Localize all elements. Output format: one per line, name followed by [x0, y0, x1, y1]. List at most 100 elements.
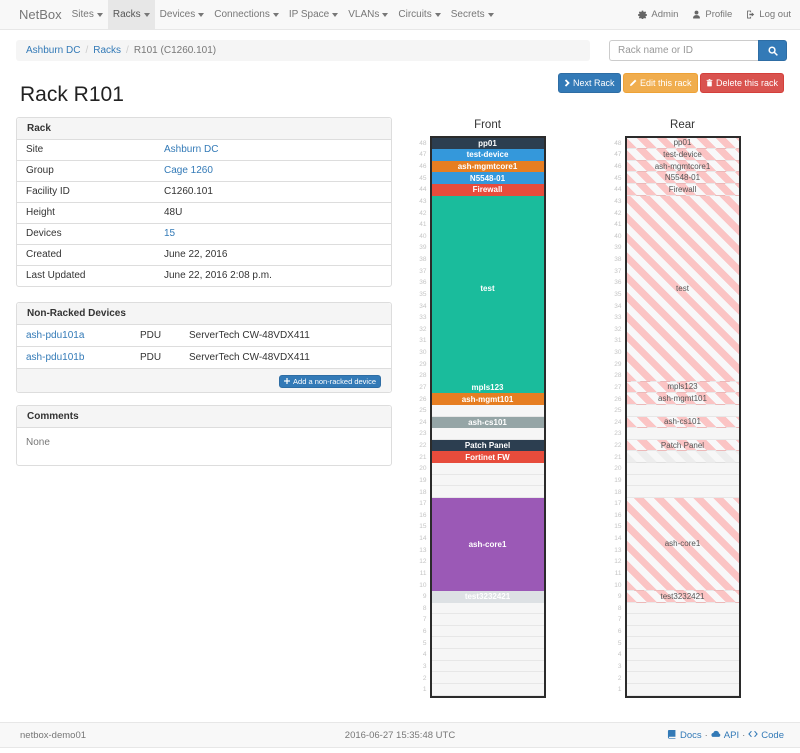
- nav-item-log-out[interactable]: Log out: [739, 0, 798, 29]
- rack-unit-slot: [431, 428, 544, 440]
- attribute-label: Facility ID: [17, 181, 155, 203]
- add-nonracked-device-button[interactable]: Add a non-racked device: [279, 374, 381, 388]
- brand[interactable]: NetBox: [19, 7, 62, 22]
- rack-device-patch-panel[interactable]: Patch Panel: [626, 439, 739, 452]
- rack-device-test-device[interactable]: test-device: [626, 149, 739, 161]
- unit-number: 32: [419, 325, 427, 333]
- nav-item-label: IP Space: [288, 9, 330, 20]
- code-icon: [748, 729, 759, 739]
- rack-device-mpls123[interactable]: mpls123: [626, 381, 739, 394]
- rack-device-n5548-01[interactable]: N5548-01: [626, 172, 739, 184]
- footer-link-code[interactable]: Code: [748, 730, 784, 741]
- footer-link-label: Docs: [679, 730, 702, 741]
- nav-item-racks[interactable]: Racks: [107, 0, 155, 29]
- unit-number: 44: [419, 186, 427, 194]
- rack-device-ash-mgmtcore1[interactable]: ash-mgmtcore1: [626, 160, 739, 173]
- unit-number: 47: [419, 151, 427, 159]
- nav-item-label: Connections: [214, 9, 270, 20]
- rack-device-ash-core1[interactable]: ash-core1: [431, 497, 544, 591]
- rack-device-pp01[interactable]: pp01: [626, 137, 739, 150]
- next-rack-button[interactable]: Next Rack: [558, 73, 621, 93]
- attribute-value-link[interactable]: Cage 1260: [164, 165, 213, 177]
- rack-device-n5548-01[interactable]: N5548-01: [431, 172, 544, 184]
- nav-item-admin[interactable]: Admin: [631, 0, 685, 29]
- attribute-value: June 22, 2016 2:08 p.m.: [155, 265, 391, 286]
- nonracked-panel-footer: Add a non-racked device: [17, 368, 391, 392]
- nav-item-label: Devices: [159, 9, 196, 20]
- nav-item-ip-space[interactable]: IP Space: [284, 0, 343, 29]
- rack-device-mpls123[interactable]: mpls123: [431, 381, 544, 394]
- unit-number: 34: [419, 302, 427, 310]
- rack-device-pp01[interactable]: pp01: [431, 137, 544, 150]
- delete-rack-button[interactable]: Delete this rack: [700, 73, 785, 93]
- rack-device-ash-mgmt101[interactable]: ash-mgmt101: [431, 393, 544, 405]
- unit-number: 32: [614, 325, 622, 333]
- navbar: NetBox Sites Racks Devices Connections IP Sp…: [0, 0, 800, 30]
- rack-unit-slot: [626, 684, 739, 696]
- nav-item-vlans[interactable]: VLANs: [343, 0, 393, 29]
- unit-number: 35: [419, 290, 427, 298]
- rack-device-test3232421[interactable]: test3232421: [626, 590, 739, 603]
- nav-item-devices[interactable]: Devices: [155, 0, 210, 29]
- rack-device-ash-cs101[interactable]: ash-cs101: [626, 416, 739, 429]
- unit-number: 38: [419, 256, 427, 264]
- device-type-cell: ServerTech CW-48VDX411: [180, 346, 391, 368]
- edit-rack-button[interactable]: Edit this rack: [623, 73, 698, 93]
- nav-item-label: Secrets: [450, 9, 485, 20]
- device-name-link[interactable]: ash-pdu101b: [26, 351, 85, 363]
- nav-item-sites[interactable]: Sites: [67, 0, 108, 29]
- rack-attribute-row: Group Cage 1260: [17, 160, 391, 182]
- footer-link-label: Code: [761, 730, 784, 741]
- rack-device-test[interactable]: test: [626, 195, 739, 382]
- unit-number: 21: [614, 453, 622, 461]
- search-button[interactable]: [758, 40, 787, 61]
- edit-rack-label: Edit this rack: [640, 78, 692, 88]
- nav-item-circuits[interactable]: Circuits: [393, 0, 445, 29]
- rack-device-ash-cs101[interactable]: ash-cs101: [431, 416, 544, 429]
- rack-device-patch-panel[interactable]: Patch Panel: [431, 439, 544, 452]
- rear-rack: pp01 test-device ash-mgmtcore1 N5548-01 Fire…: [624, 135, 741, 698]
- unit-number: 45: [419, 174, 427, 182]
- cloud-icon: [711, 729, 721, 739]
- rack-device-fortinet-fw[interactable]: [626, 451, 739, 463]
- nav-item-label: Profile: [705, 9, 733, 20]
- footer-link-docs[interactable]: Docs: [667, 729, 702, 741]
- unit-number: 36: [614, 279, 622, 287]
- unit-number: 15: [419, 523, 427, 531]
- rack-device-fortinet-fw[interactable]: Fortinet FW: [431, 451, 544, 463]
- rack-device-ash-mgmt101[interactable]: ash-mgmt101: [626, 393, 739, 405]
- unit-number: 41: [419, 221, 427, 229]
- breadcrumb-separator: /: [126, 45, 129, 56]
- unit-number: 36: [419, 279, 427, 287]
- footer-link-separator: ·: [704, 730, 708, 741]
- breadcrumb-item[interactable]: Racks: [93, 45, 122, 56]
- rack-device-test[interactable]: test: [431, 195, 544, 382]
- nonracked-panel: Non-Racked Devices ash-pdu101a PDU ServerT…: [16, 302, 392, 393]
- rack-device-firewall[interactable]: Firewall: [431, 184, 544, 196]
- nav-item-profile[interactable]: Profile: [685, 0, 739, 29]
- rack-device-test-device[interactable]: test-device: [431, 149, 544, 161]
- attribute-value-link[interactable]: Ashburn DC: [164, 144, 219, 156]
- unit-number: 38: [614, 256, 622, 264]
- footer-link-api[interactable]: API: [711, 730, 739, 741]
- rack-unit-slot: [626, 463, 739, 475]
- rack-device-ash-core1[interactable]: ash-core1: [626, 497, 739, 591]
- rack-unit-slot: [431, 463, 544, 475]
- unit-number: 9: [617, 593, 622, 601]
- unit-number: 17: [614, 500, 622, 508]
- unit-number: 20: [419, 465, 427, 473]
- search-input[interactable]: [609, 40, 758, 61]
- unit-number: 6: [422, 628, 427, 636]
- breadcrumb-item[interactable]: Ashburn DC: [26, 45, 81, 56]
- unit-number: 35: [614, 290, 622, 298]
- rack-device-test3232421[interactable]: test3232421: [431, 590, 544, 603]
- caret-down-icon: [382, 12, 389, 17]
- nav-item-connections[interactable]: Connections: [209, 0, 284, 29]
- rack-device-ash-mgmtcore1[interactable]: ash-mgmtcore1: [431, 160, 544, 173]
- rack-device-firewall[interactable]: Firewall: [626, 184, 739, 196]
- nav-item-label: Circuits: [398, 9, 432, 20]
- device-name-link[interactable]: ash-pdu101a: [26, 329, 85, 341]
- nav-item-secrets[interactable]: Secrets: [446, 0, 499, 29]
- attribute-value-link[interactable]: 15: [164, 228, 176, 240]
